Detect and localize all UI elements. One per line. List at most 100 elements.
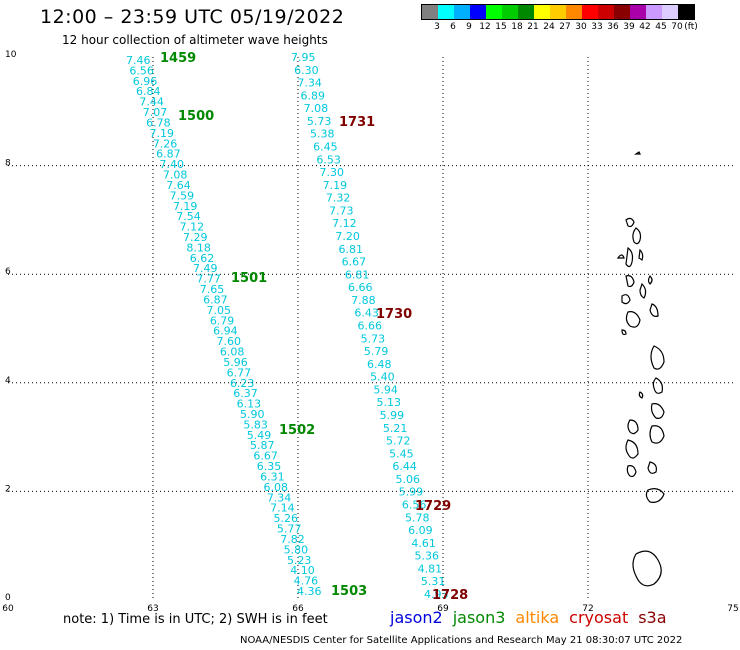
legend-swatch [470, 5, 486, 19]
time-label: 1500 [178, 109, 214, 124]
swh-value: 6.77 [227, 366, 252, 379]
swh-value: 5.99 [380, 409, 405, 422]
swh-value: 6.94 [213, 325, 238, 338]
swh-value: 5.49 [247, 429, 271, 442]
swh-value: 4.61 [411, 537, 436, 550]
time-label: 1459 [160, 51, 196, 66]
swh-value: 5.94 [373, 383, 398, 396]
swh-value: 7.12 [180, 221, 205, 234]
swh-value: 6.56 [402, 499, 427, 512]
legend-label: 24 [543, 22, 555, 32]
swh-value: 8.18 [186, 241, 211, 254]
legend-swatch [422, 5, 438, 19]
time-label: 1728 [432, 588, 468, 603]
track-b-wave-heights: 7.956.307.346.897.085.735.386.456.537.30… [291, 51, 468, 603]
legend-label: 70 [671, 22, 683, 32]
y-tick-label: 4 [5, 376, 11, 386]
swh-value: 6.48 [367, 358, 392, 371]
swh-value: 6.31 [260, 470, 285, 483]
swh-value: 7.34 [267, 491, 292, 504]
swh-value: 5.77 [277, 523, 302, 536]
swh-value: 6.53 [316, 153, 341, 166]
swh-value: 6.13 [237, 398, 262, 411]
swh-value: 6.45 [313, 141, 338, 154]
maldives-coastline [616, 151, 665, 587]
map-title: 12:00 – 23:59 UTC 05/19/2022 [40, 6, 345, 28]
map-grid [8, 57, 733, 600]
y-tick-label: 8 [5, 159, 11, 169]
legend-swatch [598, 5, 614, 19]
swh-value: 6.67 [342, 256, 367, 269]
x-tick-label: 69 [437, 604, 449, 614]
swh-value: 7.12 [332, 217, 357, 230]
swh-value: 7.77 [196, 273, 221, 286]
swh-value: 5.36 [415, 550, 440, 563]
legend-label: 39 [623, 22, 635, 32]
swh-value: 7.26 [153, 137, 178, 150]
legend-swatch [630, 5, 646, 19]
legend-label: (ft) [684, 22, 698, 32]
swh-value: 5.31 [421, 575, 446, 588]
y-tick-label: 6 [5, 267, 11, 277]
legend-swatch [582, 5, 598, 19]
swh-value: 5.90 [240, 408, 265, 421]
swh-value: 7.82 [280, 533, 305, 546]
swh-value: 7.88 [351, 294, 376, 307]
satellite-altika: altika [515, 608, 560, 627]
swh-value: 6.87 [203, 293, 228, 306]
swh-value: 5.87 [250, 439, 275, 452]
swh-value: 5.72 [386, 435, 411, 448]
legend-swatch [614, 5, 630, 19]
legend-label: 30 [575, 22, 587, 32]
legend-label: 3 [434, 22, 440, 32]
swh-value: 6.96 [133, 75, 158, 88]
time-label: 1730 [376, 307, 412, 322]
time-label: 1501 [231, 271, 267, 286]
swh-value: 6.35 [257, 460, 282, 473]
legend-swatch [486, 5, 502, 19]
swh-value: 6.79 [210, 314, 235, 327]
swh-value: 7.19 [173, 200, 198, 213]
footer-credit: NOAA/NESDIS Center for Satellite Applica… [240, 635, 683, 646]
swh-value: 7.19 [149, 127, 174, 140]
swh-value: 5.96 [223, 356, 248, 369]
swh-value: 6.30 [294, 64, 319, 77]
swh-value: 6.78 [146, 116, 171, 129]
swh-value: 7.05 [206, 304, 231, 317]
map-subtitle: 12 hour collection of altimeter wave hei… [62, 33, 328, 47]
swh-value: 6.56 [129, 64, 154, 77]
legend-label: 12 [479, 22, 491, 32]
y-tick-label: 0 [5, 593, 11, 603]
swh-value: 7.08 [163, 169, 188, 182]
legend-swatch [646, 5, 662, 19]
swh-value: 7.40 [160, 158, 185, 171]
swh-value: 6.08 [220, 346, 245, 359]
x-tick-label: 63 [147, 604, 158, 614]
y-tick-label: 2 [5, 484, 11, 494]
swh-value: 7.34 [297, 77, 322, 90]
swh-value: 6.87 [156, 148, 181, 161]
swh-value: 6.62 [190, 252, 215, 265]
swh-value: 6.43 [354, 307, 379, 320]
swh-value: 7.49 [193, 262, 218, 275]
legend-labels: 3 6 9 12 15 18 21 24 27 30 33 36 39 42 45 70 (ft) [421, 20, 698, 32]
swh-value: 5.80 [284, 543, 309, 556]
swh-value: 5.99 [399, 486, 424, 499]
legend-swatch [502, 5, 518, 19]
legend-label: 45 [655, 22, 667, 32]
legend-swatch [566, 5, 582, 19]
legend-swatch [550, 5, 566, 19]
y-tick-label: 10 [5, 50, 17, 60]
time-label: 1502 [279, 423, 315, 438]
swh-value: 7.64 [166, 179, 191, 192]
legend-swatch [454, 5, 470, 19]
legend-label: 18 [511, 22, 523, 32]
x-tick-label: 66 [292, 604, 304, 614]
note-text: note: 1) Time is in UTC; 2) SWH is in fe… [63, 612, 328, 627]
legend-swatch [534, 5, 550, 19]
swh-value: 6.89 [301, 89, 326, 102]
swh-value: 7.14 [270, 502, 295, 515]
swh-value: 6.81 [339, 243, 364, 256]
legend-label: 15 [495, 22, 507, 32]
track-a-wave-heights: 7.466.566.966.847.447.076.787.197.266.87… [126, 51, 367, 599]
